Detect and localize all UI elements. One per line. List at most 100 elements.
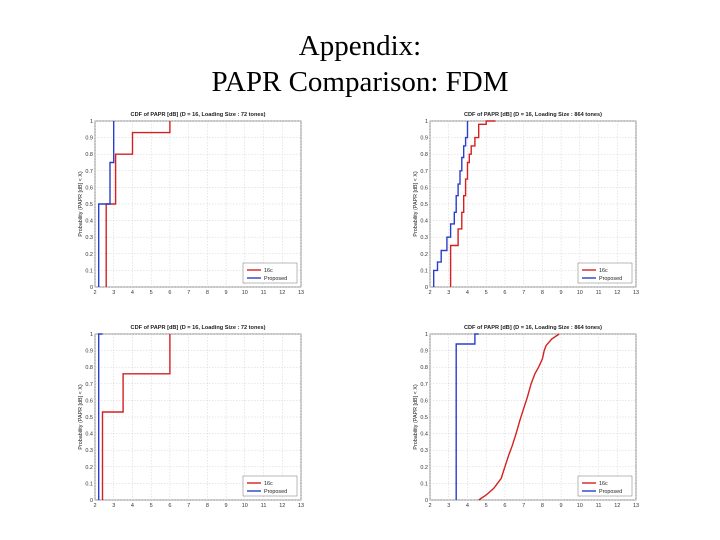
chart-title: CDF of PAPR [dB] (D = 16, Loading Size :… <box>131 325 266 331</box>
x-tick-label: 13 <box>298 290 304 295</box>
legend-label: 16c <box>264 268 273 274</box>
legend-label: Proposed <box>264 276 287 282</box>
y-tick-label: 0.5 <box>420 415 428 421</box>
x-tick-label: 11 <box>596 503 602 508</box>
y-tick-label: 0.6 <box>420 185 428 191</box>
x-tick-label: 6 <box>168 290 171 295</box>
y-tick-label: 0.1 <box>85 481 93 487</box>
chart-top-left: CDF of PAPR [dB] (D = 16, Loading Size :… <box>75 105 305 295</box>
chart-svg: CDF of PAPR [dB] (D = 16, Loading Size :… <box>78 112 304 295</box>
series-line-16c <box>449 120 496 287</box>
y-tick-label: 0.8 <box>85 365 93 371</box>
y-tick-label: 0.4 <box>85 219 93 225</box>
y-tick-label: 0.3 <box>85 235 93 241</box>
y-tick-label: 1 <box>425 119 428 125</box>
y-tick-label: 0.9 <box>420 349 428 355</box>
x-tick-label: 4 <box>131 503 134 508</box>
x-tick-label: 12 <box>614 503 620 508</box>
x-tick-label: 2 <box>428 503 431 508</box>
y-tick-label: 0.1 <box>420 481 428 487</box>
y-axis-label: Probability (PAPR [dB] < X) <box>413 171 419 237</box>
y-tick-label: 0.2 <box>420 465 428 471</box>
chart-bottom-left: CDF of PAPR [dB] (D = 16, Loading Size :… <box>75 318 305 508</box>
legend-label: 16c <box>264 481 273 487</box>
x-tick-label: 10 <box>242 290 248 295</box>
y-tick-label: 0.1 <box>85 268 93 274</box>
y-tick-label: 0.4 <box>85 432 93 438</box>
y-tick-label: 0.4 <box>420 219 428 225</box>
x-tick-label: 3 <box>447 290 450 295</box>
y-tick-label: 0.1 <box>420 268 428 274</box>
x-tick-label: 11 <box>261 290 267 295</box>
y-tick-label: 1 <box>425 332 428 338</box>
x-tick-label: 8 <box>541 290 544 295</box>
series-line-proposed <box>98 333 103 500</box>
y-tick-label: 0.9 <box>85 349 93 355</box>
x-tick-label: 5 <box>150 503 153 508</box>
x-tick-label: 11 <box>596 290 602 295</box>
y-tick-label: 0.3 <box>85 448 93 454</box>
y-tick-label: 0.7 <box>85 169 93 175</box>
legend-label: 16c <box>599 268 608 274</box>
y-tick-label: 0.7 <box>420 382 428 388</box>
y-axis-label: Probability (PAPR [dB] < X) <box>78 171 84 237</box>
x-tick-label: 12 <box>279 503 285 508</box>
x-tick-label: 10 <box>577 290 583 295</box>
x-tick-label: 5 <box>485 290 488 295</box>
x-tick-label: 2 <box>93 290 96 295</box>
series-line-16c <box>478 333 560 501</box>
y-tick-label: 0.3 <box>420 448 428 454</box>
y-tick-label: 1 <box>90 119 93 125</box>
series-line-proposed <box>455 333 479 500</box>
y-tick-label: 0 <box>425 285 428 291</box>
x-tick-label: 8 <box>541 503 544 508</box>
x-tick-label: 7 <box>187 290 190 295</box>
y-tick-label: 1 <box>90 332 93 338</box>
y-tick-label: 0.2 <box>85 465 93 471</box>
x-tick-label: 11 <box>261 503 267 508</box>
x-tick-label: 10 <box>577 503 583 508</box>
chart-bottom-right: CDF of PAPR [dB] (D = 16, Loading Size :… <box>410 318 640 508</box>
x-tick-label: 10 <box>242 503 248 508</box>
x-tick-label: 7 <box>522 503 525 508</box>
x-tick-label: 6 <box>168 503 171 508</box>
legend-label: Proposed <box>599 276 622 282</box>
x-tick-label: 5 <box>150 290 153 295</box>
legend-label: Proposed <box>264 489 287 495</box>
legend-label: Proposed <box>599 489 622 495</box>
x-tick-label: 8 <box>206 290 209 295</box>
series-line-proposed <box>433 121 469 287</box>
y-tick-label: 0.6 <box>420 398 428 404</box>
x-tick-label: 2 <box>428 290 431 295</box>
x-tick-label: 3 <box>112 503 115 508</box>
y-tick-label: 0.5 <box>420 202 428 208</box>
x-tick-label: 6 <box>503 290 506 295</box>
x-tick-label: 3 <box>112 290 115 295</box>
x-tick-label: 13 <box>633 290 639 295</box>
chart-title: CDF of PAPR [dB] (D = 16, Loading Size :… <box>464 112 602 118</box>
legend-label: 16c <box>599 481 608 487</box>
x-tick-label: 7 <box>187 503 190 508</box>
x-tick-label: 3 <box>447 503 450 508</box>
y-axis-label: Probability (PAPR [dB] < X) <box>78 384 84 450</box>
x-tick-label: 4 <box>466 503 469 508</box>
x-tick-label: 4 <box>131 290 134 295</box>
x-tick-label: 12 <box>279 290 285 295</box>
x-tick-label: 9 <box>225 503 228 508</box>
x-tick-label: 12 <box>614 290 620 295</box>
y-tick-label: 0.7 <box>85 382 93 388</box>
x-tick-label: 9 <box>560 290 563 295</box>
chart-title: CDF of PAPR [dB] (D = 16, Loading Size :… <box>131 112 266 118</box>
y-tick-label: 0.8 <box>420 365 428 371</box>
y-tick-label: 0.5 <box>85 202 93 208</box>
y-tick-label: 0.7 <box>420 169 428 175</box>
x-tick-label: 2 <box>93 503 96 508</box>
chart-title: CDF of PAPR [dB] (D = 16, Loading Size :… <box>464 325 602 331</box>
y-tick-label: 0.6 <box>85 185 93 191</box>
y-tick-label: 0.4 <box>420 432 428 438</box>
series-line-proposed <box>98 121 115 287</box>
chart-svg: CDF of PAPR [dB] (D = 16, Loading Size :… <box>78 325 304 508</box>
slide-title: Appendix: PAPR Comparison: FDM <box>0 28 720 100</box>
x-tick-label: 9 <box>560 503 563 508</box>
title-line-2: PAPR Comparison: FDM <box>211 66 509 98</box>
